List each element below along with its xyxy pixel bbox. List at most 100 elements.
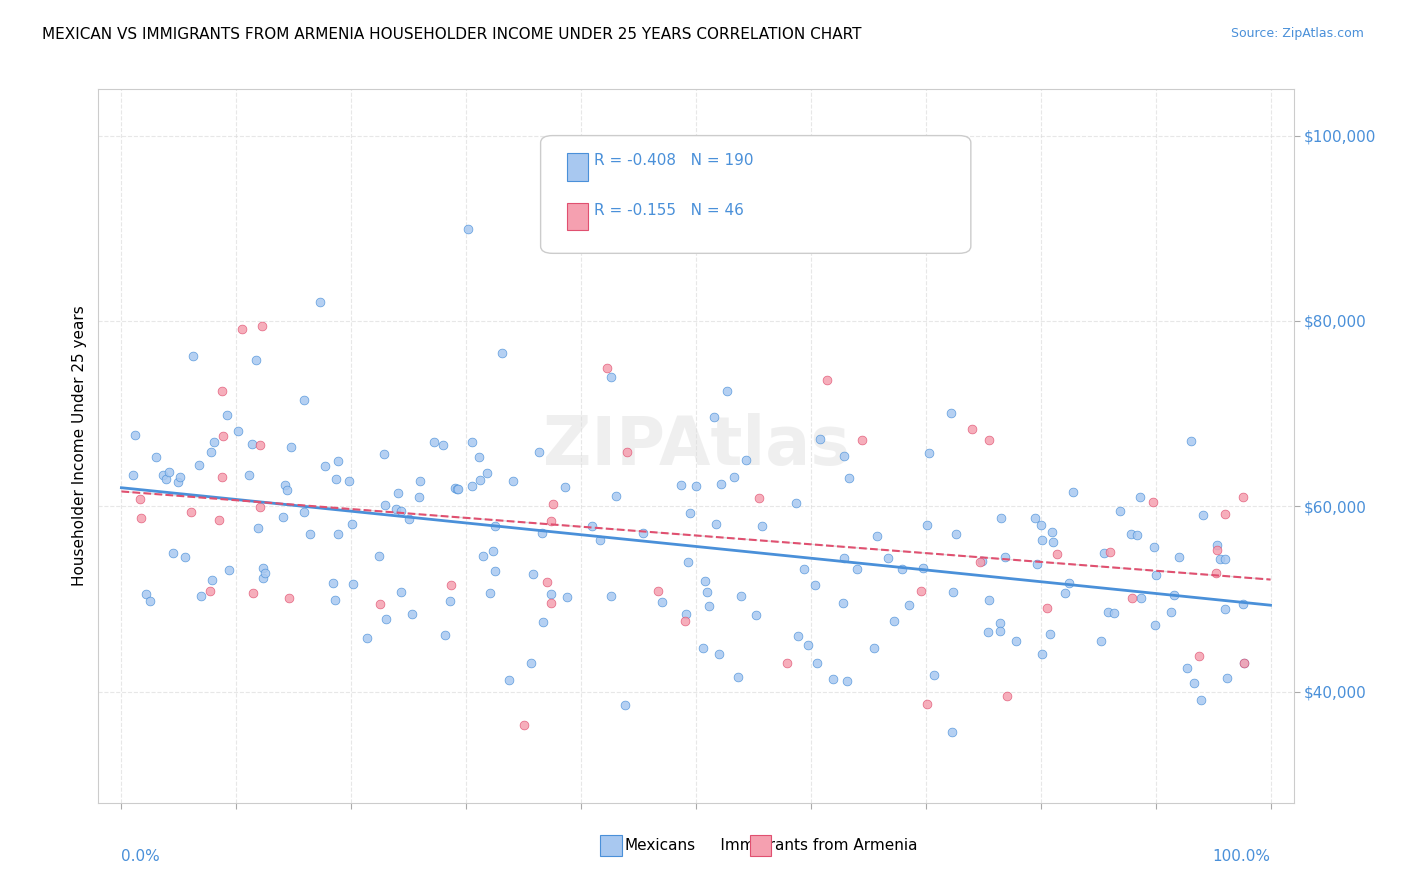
Point — [540, 596, 562, 610]
Point — [540, 587, 562, 601]
Point — [254, 566, 277, 580]
Point — [374, 498, 396, 512]
Point — [169, 470, 191, 484]
Point — [129, 511, 152, 525]
Point — [401, 607, 423, 621]
Point — [1232, 597, 1254, 611]
Point — [157, 465, 180, 479]
FancyBboxPatch shape — [600, 835, 621, 856]
Point — [200, 445, 222, 459]
Point — [375, 612, 398, 626]
Point — [1046, 547, 1069, 561]
Point — [124, 427, 146, 442]
Point — [231, 321, 253, 335]
Point — [208, 513, 231, 527]
Point — [249, 500, 271, 514]
Point — [793, 811, 815, 825]
Point — [1142, 494, 1164, 508]
Point — [821, 673, 844, 687]
Point — [898, 599, 921, 613]
Point — [536, 575, 558, 590]
Point — [389, 504, 412, 518]
Point — [1205, 566, 1227, 581]
Point — [1039, 626, 1062, 640]
Point — [484, 564, 506, 578]
Point — [837, 674, 859, 689]
Point — [252, 561, 274, 575]
Point — [692, 640, 714, 655]
Point — [633, 526, 655, 541]
Point — [541, 497, 564, 511]
Point — [793, 562, 815, 576]
Point — [356, 631, 378, 645]
Point — [1184, 676, 1206, 690]
Point — [200, 573, 222, 587]
Point — [460, 479, 482, 493]
Point — [1042, 535, 1064, 549]
Point — [278, 591, 301, 605]
Point — [679, 507, 702, 521]
Point — [676, 555, 699, 569]
Point — [439, 594, 461, 608]
Point — [647, 583, 669, 598]
Point — [328, 527, 350, 541]
Y-axis label: Householder Income Under 25 years: Householder Income Under 25 years — [72, 306, 87, 586]
Point — [977, 433, 1000, 447]
Point — [217, 408, 239, 422]
Point — [697, 599, 720, 613]
Point — [651, 595, 673, 609]
Point — [883, 614, 905, 628]
Point — [1092, 546, 1115, 560]
Point — [1180, 434, 1202, 448]
Point — [367, 549, 389, 563]
Point — [520, 656, 543, 670]
Point — [468, 450, 491, 464]
Point — [1177, 661, 1199, 675]
Point — [211, 384, 233, 398]
Text: Immigrants from Armenia: Immigrants from Armenia — [696, 838, 918, 853]
Point — [1036, 601, 1059, 615]
Point — [533, 615, 555, 629]
Point — [960, 422, 983, 436]
Point — [815, 373, 838, 387]
Point — [1024, 511, 1046, 525]
Point — [600, 370, 623, 384]
Point — [614, 698, 637, 712]
Point — [1129, 490, 1152, 504]
Point — [675, 607, 697, 622]
Point — [1216, 671, 1239, 685]
Point — [616, 445, 638, 459]
Point — [1189, 693, 1212, 707]
FancyBboxPatch shape — [749, 835, 772, 856]
Point — [832, 551, 855, 566]
Point — [1102, 607, 1125, 621]
Point — [1005, 633, 1028, 648]
Text: MEXICAN VS IMMIGRANTS FROM ARMENIA HOUSEHOLDER INCOME UNDER 25 YEARS CORRELATION: MEXICAN VS IMMIGRANTS FROM ARMENIA HOUSE… — [42, 27, 862, 42]
Point — [198, 584, 221, 599]
Point — [696, 584, 718, 599]
Point — [716, 384, 738, 398]
Point — [786, 629, 808, 643]
Point — [423, 434, 446, 449]
Point — [596, 360, 619, 375]
Point — [167, 475, 190, 489]
Point — [409, 475, 432, 489]
Point — [917, 446, 939, 460]
Point — [673, 614, 696, 628]
Point — [190, 589, 212, 603]
Point — [162, 546, 184, 560]
Point — [387, 485, 409, 500]
Point — [707, 648, 730, 662]
Point — [588, 533, 610, 547]
Point — [152, 468, 174, 483]
FancyBboxPatch shape — [567, 203, 589, 230]
Point — [444, 482, 467, 496]
Point — [1121, 591, 1143, 605]
Point — [851, 434, 873, 448]
Point — [988, 616, 1011, 631]
Point — [808, 432, 831, 446]
Point — [1206, 542, 1229, 557]
Point — [527, 445, 550, 459]
Point — [188, 458, 211, 473]
Point — [911, 561, 934, 575]
